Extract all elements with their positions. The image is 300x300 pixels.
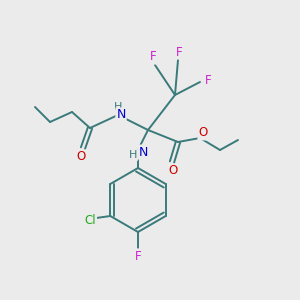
Text: F: F [135,250,141,262]
Text: N: N [116,109,126,122]
Text: O: O [168,164,178,178]
Text: F: F [176,46,182,59]
Text: N: N [138,146,148,158]
Text: Cl: Cl [85,214,96,226]
Text: H: H [129,150,137,160]
Text: O: O [198,127,208,140]
Text: O: O [76,151,85,164]
Text: H: H [114,102,122,112]
Text: F: F [150,50,156,64]
Text: F: F [205,74,211,86]
